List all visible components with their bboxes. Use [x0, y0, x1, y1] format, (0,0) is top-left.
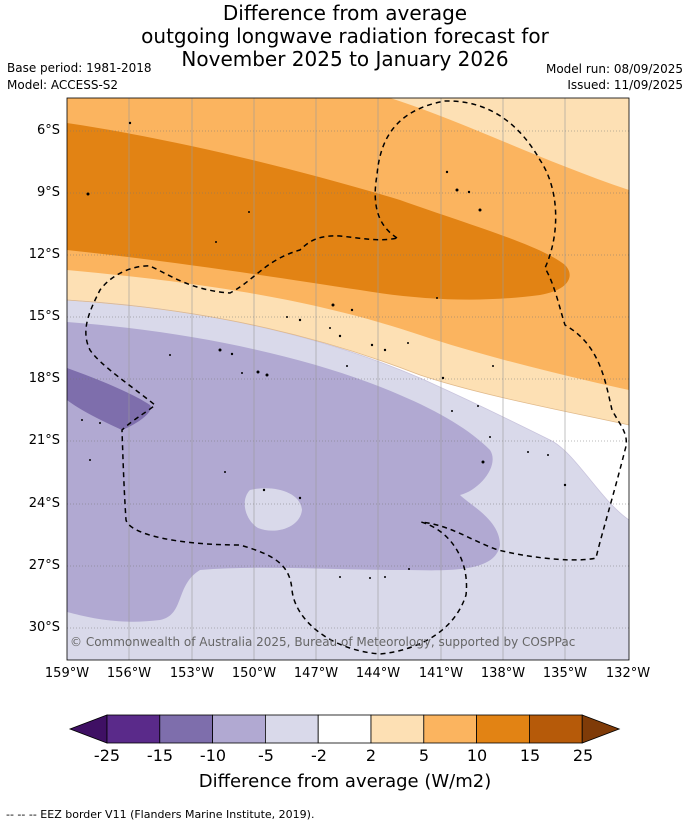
- lon-label-135w: 135°W: [542, 666, 588, 681]
- colorbar-extend-min: [68, 714, 108, 744]
- colorbar-extend-max: [581, 714, 621, 744]
- lat-label-27s: 27°S: [28, 558, 60, 573]
- colorbar-title: Difference from average (W/m2): [198, 771, 492, 792]
- title-line-3: November 2025 to January 2026: [181, 47, 509, 71]
- title-line-1: Difference from average: [222, 1, 468, 25]
- colorbar-tick: -25: [93, 746, 121, 765]
- colorbar-swatch: [212, 714, 266, 744]
- colorbar-tick: 5: [418, 746, 430, 765]
- band-neg5-hole: [244, 488, 302, 531]
- colorbar: [68, 714, 621, 744]
- band-10-to-15: [67, 123, 570, 300]
- colorbar-swatch: [423, 714, 477, 744]
- lat-label-24s: 24°S: [28, 496, 60, 511]
- colorbar-tick: 10: [466, 746, 488, 765]
- eez-border: [85, 100, 627, 655]
- band-neg5-to-neg10: [67, 322, 500, 622]
- lat-label-6s: 6°S: [36, 123, 60, 138]
- colorbar-tick: 15: [519, 746, 541, 765]
- lon-label-147w: 147°W: [293, 666, 339, 681]
- model-name: Model: ACCESS-S2: [7, 78, 119, 92]
- colorbar-swatch: [317, 714, 372, 744]
- colorbar-swatch: [159, 714, 214, 744]
- lon-label-150w: 150°W: [231, 666, 277, 681]
- copyright-notice: © Commonwealth of Australia 2025, Bureau…: [70, 635, 575, 649]
- lon-label-132w: 132°W: [605, 666, 651, 681]
- lon-label-159w: 159°W: [44, 666, 90, 681]
- map-frame: [66, 97, 630, 661]
- lon-label-141w: 141°W: [418, 666, 464, 681]
- lon-label-153w: 153°W: [169, 666, 215, 681]
- model-run: Model run: 08/09/2025: [545, 62, 683, 76]
- lat-label-9s: 9°S: [36, 185, 60, 200]
- colorbar-swatch: [476, 714, 530, 744]
- lon-label-144w: 144°W: [355, 666, 401, 681]
- meridians: [128, 98, 566, 660]
- anomaly-fields: © Commonwealth of Australia 2025, Bureau…: [67, 98, 629, 660]
- gridlines: [67, 130, 629, 629]
- colorbar-swatch: [370, 714, 425, 744]
- colorbar-tick: -2: [311, 746, 327, 765]
- lon-label-156w: 156°W: [106, 666, 152, 681]
- colorbar-tick: -10: [199, 746, 227, 765]
- colorbar-swatch: [106, 714, 161, 744]
- colorbar-swatch: [529, 714, 583, 744]
- islands: [81, 121, 567, 579]
- lat-label-30s: 30°S: [28, 620, 60, 635]
- band-neg10-to-neg15: [67, 368, 151, 430]
- lat-label-18s: 18°S: [28, 371, 60, 386]
- lon-label-138w: 138°W: [480, 666, 526, 681]
- footer-legend: -- -- -- EEZ border V11 (Flanders Marine…: [6, 808, 315, 821]
- colorbar-tick: 2: [365, 746, 377, 765]
- colorbar-tick: -5: [258, 746, 274, 765]
- lat-label-15s: 15°S: [28, 309, 60, 324]
- colorbar-tick: -15: [146, 746, 174, 765]
- title-line-2: outgoing longwave radiation forecast for: [141, 24, 549, 48]
- lat-label-12s: 12°S: [28, 247, 60, 262]
- colorbar-swatch: [264, 714, 319, 744]
- issued-date: Issued: 11/09/2025: [567, 78, 683, 92]
- colorbar-tick: 25: [572, 746, 594, 765]
- base-period: Base period: 1981-2018: [7, 61, 152, 75]
- lat-label-21s: 21°S: [28, 433, 60, 448]
